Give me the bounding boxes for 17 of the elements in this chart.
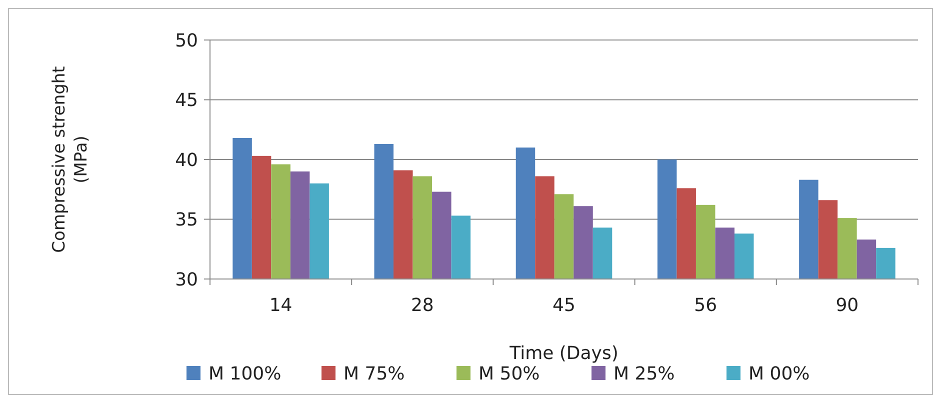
y-tick-label: 40 <box>175 150 198 171</box>
legend-label: M 100% <box>208 363 282 384</box>
y-axis-title: Compressive strenght (MPa) <box>50 66 92 253</box>
y-tick-label: 35 <box>175 210 198 231</box>
y-tick-label: 50 <box>175 30 198 52</box>
y-tick-label: 30 <box>175 269 198 290</box>
legend-label: M 50% <box>478 363 540 384</box>
legend-label: M 25% <box>614 363 675 384</box>
x-tick-label: 56 <box>694 295 718 316</box>
x-tick-label: 14 <box>269 295 292 316</box>
x-axis-title: Time (Days) <box>508 343 618 364</box>
x-tick-label: 45 <box>552 295 576 316</box>
x-tick-label: 28 <box>410 295 434 316</box>
legend-label: M 00% <box>748 363 810 384</box>
legend-label: M 75% <box>344 363 405 384</box>
y-tick-label: 45 <box>175 90 198 112</box>
x-tick-label: 90 <box>836 295 859 316</box>
